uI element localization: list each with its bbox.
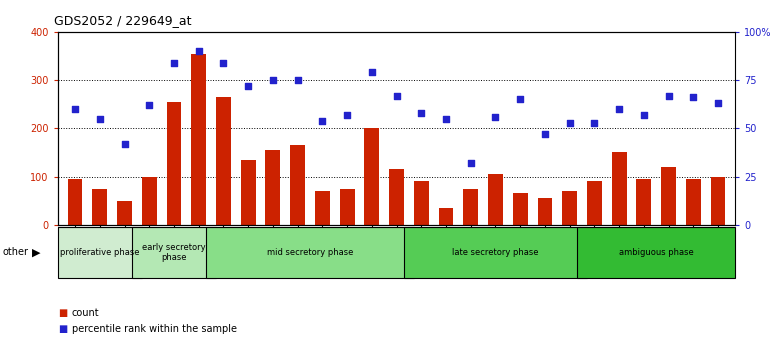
Bar (711, 177, 725, 225)
Bar (686, 179, 701, 225)
Point (489, 114, 501, 120)
Point (588, 120, 601, 125)
Text: other: other (2, 247, 28, 257)
Bar (389, 169, 404, 225)
Point (539, 131, 551, 137)
Point (464, 160, 477, 166)
Bar (562, 191, 577, 225)
Point (687, 95, 699, 100)
Point (69, 106, 81, 112)
Bar (611, 153, 627, 225)
Bar (216, 97, 231, 225)
Bar (315, 191, 330, 225)
Point (514, 97, 527, 102)
Text: ▶: ▶ (32, 247, 41, 257)
Point (292, 77, 304, 83)
Point (242, 83, 254, 89)
Point (440, 116, 452, 121)
Text: GDS2052 / 229649_at: GDS2052 / 229649_at (54, 14, 192, 27)
Bar (241, 160, 256, 225)
Text: early secretory
phase: early secretory phase (142, 242, 206, 262)
Bar (117, 201, 132, 225)
Bar (577, 227, 735, 278)
Bar (92, 189, 107, 225)
Point (341, 112, 353, 118)
Point (613, 106, 625, 112)
Point (564, 120, 576, 125)
Point (119, 141, 131, 147)
Text: proliferative phase: proliferative phase (60, 248, 139, 257)
Bar (266, 150, 280, 225)
Text: ■: ■ (58, 324, 67, 334)
Point (266, 77, 279, 83)
Bar (661, 167, 676, 225)
Bar (439, 208, 454, 225)
Bar (537, 198, 552, 225)
Point (662, 93, 675, 98)
Bar (132, 227, 216, 278)
Bar (340, 189, 354, 225)
Point (168, 60, 180, 65)
Bar (413, 181, 429, 225)
Text: percentile rank within the sample: percentile rank within the sample (72, 324, 236, 334)
Bar (488, 174, 503, 225)
Bar (513, 193, 527, 225)
Bar (68, 179, 82, 225)
Point (316, 118, 329, 124)
Point (94, 116, 106, 121)
Point (415, 110, 427, 116)
Bar (290, 145, 305, 225)
Text: ambiguous phase: ambiguous phase (619, 248, 694, 257)
Point (192, 48, 205, 54)
Bar (404, 227, 587, 278)
Point (712, 101, 725, 106)
Bar (637, 179, 651, 225)
Text: count: count (72, 308, 99, 318)
Text: ■: ■ (58, 308, 67, 318)
Bar (587, 181, 602, 225)
Point (390, 93, 403, 98)
Bar (464, 189, 478, 225)
Bar (206, 227, 413, 278)
Bar (58, 227, 142, 278)
Bar (191, 53, 206, 225)
Bar (142, 177, 156, 225)
Point (143, 102, 156, 108)
Bar (364, 128, 380, 225)
Point (217, 60, 229, 65)
Text: late secretory phase: late secretory phase (452, 248, 539, 257)
Point (366, 69, 378, 75)
Point (638, 112, 650, 118)
Bar (166, 102, 182, 225)
Text: mid secretory phase: mid secretory phase (267, 248, 353, 257)
